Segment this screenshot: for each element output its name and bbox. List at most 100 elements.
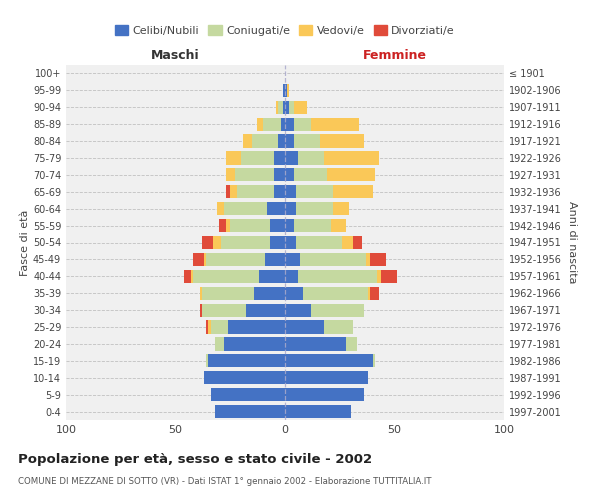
Bar <box>368 286 370 300</box>
Y-axis label: Anni di nascita: Anni di nascita <box>567 201 577 284</box>
Bar <box>298 270 377 283</box>
Bar <box>244 134 252 147</box>
Bar <box>252 134 278 147</box>
Bar <box>202 304 245 316</box>
Bar <box>191 270 193 283</box>
Bar <box>285 118 294 131</box>
Bar <box>206 354 208 368</box>
Bar <box>370 253 386 266</box>
Text: Popolazione per età, sesso e stato civile - 2002: Popolazione per età, sesso e stato civil… <box>18 452 372 466</box>
Bar <box>206 320 208 334</box>
Bar <box>325 320 353 334</box>
Bar <box>294 219 331 232</box>
Bar <box>206 253 265 266</box>
Bar <box>326 168 375 181</box>
Bar <box>289 100 294 114</box>
Bar <box>283 84 285 97</box>
Bar <box>226 219 230 232</box>
Text: Femmine: Femmine <box>362 48 427 62</box>
Bar <box>346 338 357 350</box>
Bar <box>311 304 364 316</box>
Bar <box>265 253 285 266</box>
Bar <box>285 185 296 198</box>
Bar <box>235 168 274 181</box>
Bar <box>259 270 285 283</box>
Bar <box>202 236 213 249</box>
Bar <box>224 338 285 350</box>
Bar <box>283 100 285 114</box>
Bar <box>281 118 285 131</box>
Bar <box>202 286 254 300</box>
Y-axis label: Fasce di età: Fasce di età <box>20 210 30 276</box>
Bar <box>204 253 206 266</box>
Bar <box>276 100 278 114</box>
Bar <box>285 84 287 97</box>
Bar <box>217 202 224 215</box>
Bar <box>333 202 349 215</box>
Bar <box>320 134 364 147</box>
Bar <box>211 320 228 334</box>
Bar <box>285 152 298 164</box>
Bar <box>208 320 211 334</box>
Bar <box>296 236 342 249</box>
Bar <box>366 253 370 266</box>
Bar <box>311 118 359 131</box>
Bar <box>294 100 307 114</box>
Bar <box>382 270 397 283</box>
Bar <box>228 320 285 334</box>
Bar <box>285 100 289 114</box>
Bar <box>325 152 379 164</box>
Bar <box>211 388 285 401</box>
Bar <box>230 185 237 198</box>
Bar <box>193 270 259 283</box>
Legend: Celibi/Nubili, Coniugati/e, Vedovi/e, Divorziati/e: Celibi/Nubili, Coniugati/e, Vedovi/e, Di… <box>110 21 460 40</box>
Bar <box>285 354 373 368</box>
Bar <box>230 219 269 232</box>
Bar <box>294 134 320 147</box>
Bar <box>296 202 333 215</box>
Bar <box>285 320 325 334</box>
Bar <box>269 236 285 249</box>
Bar <box>224 202 268 215</box>
Bar <box>287 84 289 97</box>
Bar <box>220 219 226 232</box>
Bar <box>296 185 333 198</box>
Bar <box>274 152 285 164</box>
Bar <box>263 118 281 131</box>
Bar <box>294 168 326 181</box>
Bar <box>184 270 191 283</box>
Bar <box>285 304 311 316</box>
Bar <box>301 253 366 266</box>
Bar <box>208 354 285 368</box>
Bar <box>215 338 224 350</box>
Bar <box>245 304 285 316</box>
Bar <box>285 286 302 300</box>
Bar <box>278 134 285 147</box>
Bar <box>226 152 241 164</box>
Bar <box>285 168 294 181</box>
Bar <box>342 236 353 249</box>
Bar <box>215 405 285 418</box>
Bar <box>298 152 325 164</box>
Bar <box>285 388 364 401</box>
Bar <box>268 202 285 215</box>
Bar <box>331 219 346 232</box>
Bar <box>193 253 204 266</box>
Bar <box>257 118 263 131</box>
Bar <box>254 286 285 300</box>
Bar <box>285 338 346 350</box>
Text: COMUNE DI MEZZANE DI SOTTO (VR) - Dati ISTAT 1° gennaio 2002 - Elaborazione TUTT: COMUNE DI MEZZANE DI SOTTO (VR) - Dati I… <box>18 478 431 486</box>
Bar <box>241 152 274 164</box>
Bar <box>269 219 285 232</box>
Bar <box>285 270 298 283</box>
Bar <box>373 354 375 368</box>
Bar <box>285 405 350 418</box>
Bar <box>333 185 373 198</box>
Bar <box>285 236 296 249</box>
Bar <box>226 185 230 198</box>
Bar <box>221 236 269 249</box>
Bar <box>285 253 301 266</box>
Bar <box>285 219 294 232</box>
Bar <box>377 270 382 283</box>
Bar <box>285 134 294 147</box>
